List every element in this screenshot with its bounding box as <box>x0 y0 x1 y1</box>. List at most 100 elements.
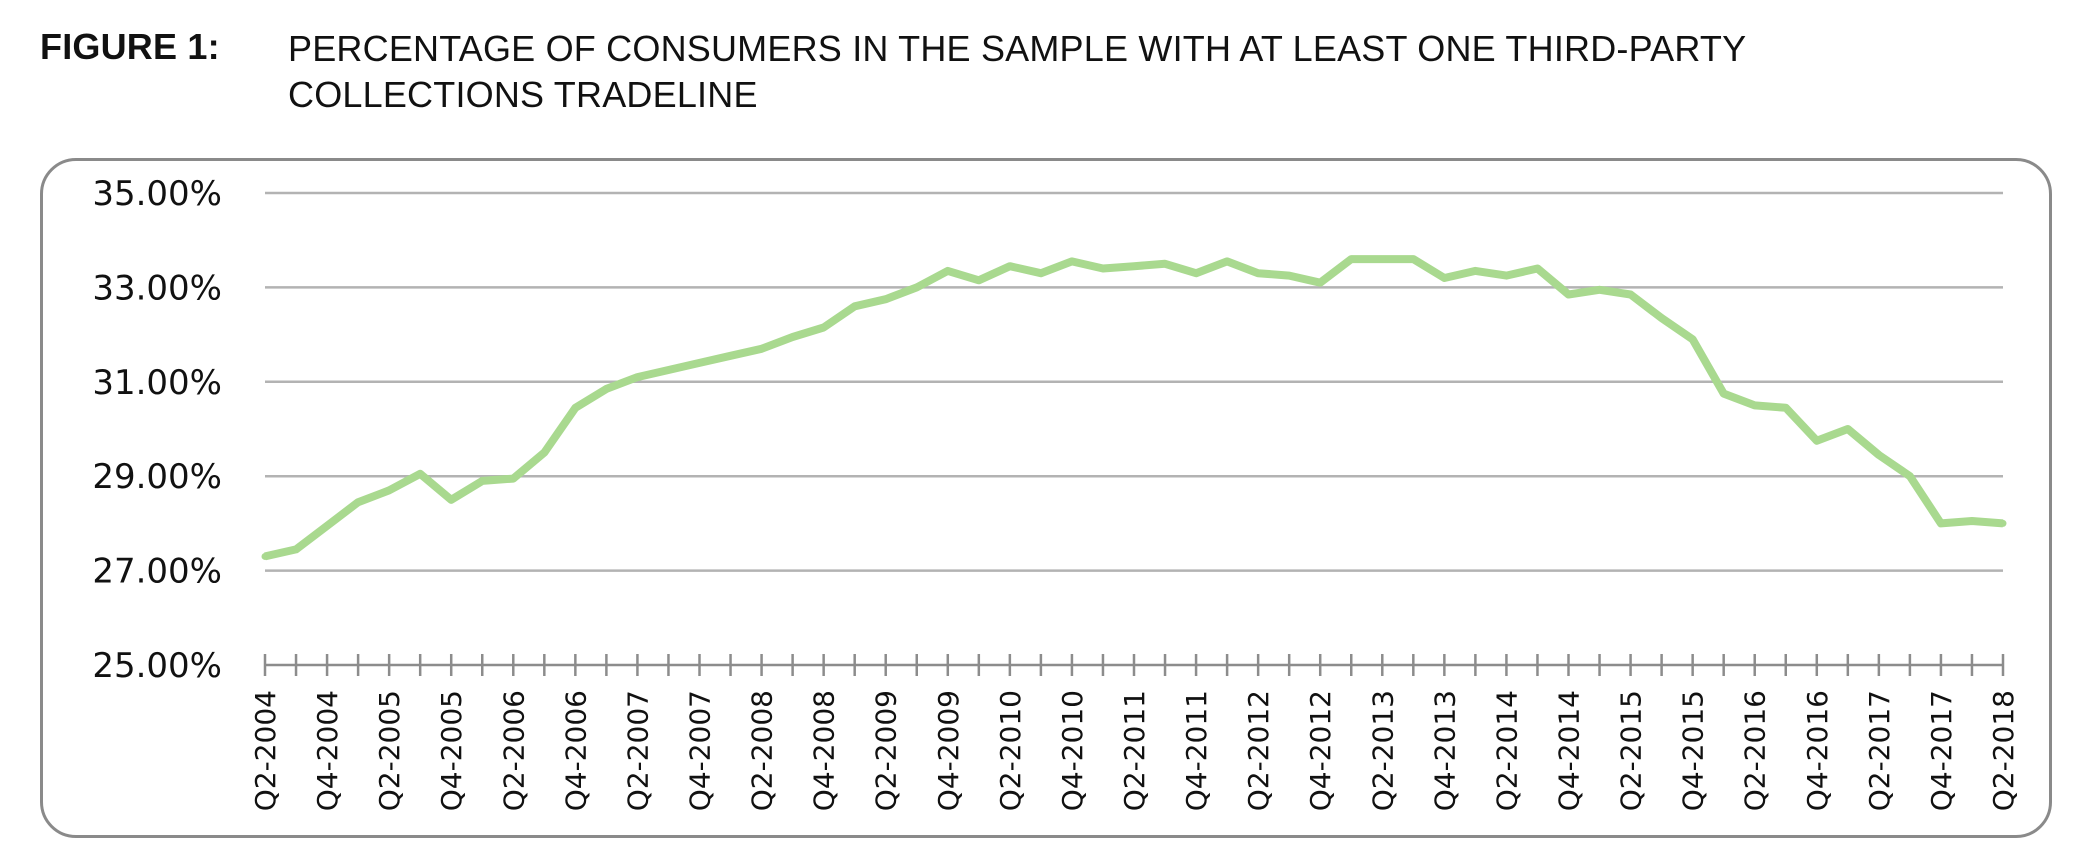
data-point <box>944 267 952 275</box>
data-point <box>1471 267 1479 275</box>
x-tick-label: Q4-2007 <box>684 690 717 811</box>
data-point <box>1409 255 1417 263</box>
data-point <box>664 366 672 374</box>
data-point <box>1658 314 1666 322</box>
data-point <box>1099 265 1107 273</box>
data-point <box>1192 269 1200 277</box>
data-point <box>1068 257 1076 265</box>
data-point <box>1906 472 1914 480</box>
data-point <box>323 522 331 530</box>
data-point <box>416 470 424 478</box>
x-tick-label: Q2-2018 <box>1987 690 2020 811</box>
data-point <box>509 475 517 483</box>
x-tick-label: Q4-2009 <box>932 690 965 811</box>
data-point <box>1751 401 1759 409</box>
x-tick-label: Q2-2014 <box>1490 690 1523 811</box>
x-tick-label: Q2-2012 <box>1242 690 1275 811</box>
x-tick-label: Q2-2008 <box>746 690 779 811</box>
data-point <box>1037 269 1045 277</box>
data-point <box>447 496 455 504</box>
y-tick-label: 31.00% <box>92 363 222 403</box>
data-point <box>478 477 486 485</box>
data-point <box>1378 255 1386 263</box>
data-point <box>633 373 641 381</box>
data-point <box>1161 260 1169 268</box>
chart-frame <box>40 158 2052 838</box>
data-point <box>1689 335 1697 343</box>
data-point <box>1720 390 1728 398</box>
figure-title: PERCENTAGE OF CONSUMERS IN THE SAMPLE WI… <box>288 26 1988 118</box>
data-point <box>1006 262 1014 270</box>
data-point <box>1937 519 1945 527</box>
x-tick-label: Q4-2004 <box>311 690 344 811</box>
data-point <box>1627 290 1635 298</box>
x-tick-label: Q2-2006 <box>497 690 530 811</box>
x-tick-label: Q2-2010 <box>994 690 1027 811</box>
data-point <box>1347 255 1355 263</box>
figure-label: FIGURE 1: <box>40 26 220 67</box>
x-tick-label: Q4-2011 <box>1180 690 1213 811</box>
data-point <box>385 486 393 494</box>
data-point <box>1502 272 1510 280</box>
y-tick-label: 27.00% <box>92 552 222 592</box>
data-point <box>1316 279 1324 287</box>
x-tick-label: Q2-2005 <box>373 690 406 811</box>
data-point <box>1130 262 1138 270</box>
x-tick-label: Q4-2014 <box>1553 690 1586 811</box>
data-point <box>1813 437 1821 445</box>
data-point <box>696 359 703 367</box>
data-point <box>261 552 269 560</box>
data-point <box>851 302 859 310</box>
data-point <box>1999 519 2007 527</box>
figure-title-line-1: PERCENTAGE OF CONSUMERS IN THE SAMPLE WI… <box>288 28 1747 69</box>
data-point <box>540 449 548 457</box>
data-point <box>727 352 735 360</box>
x-tick-label: Q4-2005 <box>435 690 468 811</box>
data-point <box>1782 404 1790 412</box>
x-axis <box>263 654 2005 676</box>
data-point <box>292 545 300 553</box>
data-point <box>1223 257 1231 265</box>
data-point <box>1285 272 1293 280</box>
data-point <box>1440 274 1448 282</box>
x-tick-label: Q2-2007 <box>621 690 654 811</box>
y-tick-label: 29.00% <box>92 457 222 497</box>
y-tick-label: 33.00% <box>92 268 222 308</box>
data-point <box>1533 265 1541 273</box>
x-tick-label: Q4-2008 <box>808 690 841 811</box>
y-tick-label: 35.00% <box>92 174 222 214</box>
x-tick-label: Q2-2016 <box>1739 690 1772 811</box>
x-tick-label: Q4-2015 <box>1677 690 1710 811</box>
x-tick-label: Q4-2013 <box>1428 690 1461 811</box>
y-tick-label: 25.00% <box>92 646 222 686</box>
figure-title-line-2: COLLECTIONS TRADELINE <box>288 74 758 115</box>
x-tick-label: Q4-2016 <box>1801 690 1834 811</box>
data-point <box>571 404 579 412</box>
x-tick-label: Q4-2012 <box>1304 690 1337 811</box>
x-tick-label: Q2-2017 <box>1863 690 1896 811</box>
x-tick-label: Q4-2010 <box>1056 690 1089 811</box>
data-point <box>354 498 362 506</box>
x-tick-label: Q2-2011 <box>1118 690 1151 811</box>
gridlines <box>265 191 2003 572</box>
x-tick-label: Q2-2004 <box>249 690 282 811</box>
data-point <box>882 295 890 303</box>
x-tick-label: Q2-2009 <box>870 690 903 811</box>
data-point <box>1565 290 1572 298</box>
data-point <box>1968 517 1976 525</box>
x-axis-tick-labels: Q2-2004 Q4-2004 Q2-2005 Q4-2005 Q2-2006 Q4-20… <box>249 690 2020 811</box>
x-tick-label: Q4-2017 <box>1925 690 1958 811</box>
data-point <box>1844 425 1852 433</box>
data-point <box>789 333 797 341</box>
data-point <box>1254 269 1262 277</box>
series-layer <box>261 255 2007 561</box>
data-point <box>602 385 610 393</box>
x-tick-label: Q2-2015 <box>1615 690 1648 811</box>
data-point <box>820 324 828 332</box>
data-point <box>1596 286 1604 294</box>
x-tick-label: Q4-2006 <box>559 690 592 811</box>
data-point <box>913 283 921 291</box>
data-point <box>1875 451 1883 459</box>
y-axis-tick-labels: 25.00% 27.00% 29.00% 31.00% 33.00% 35.00% <box>92 174 222 686</box>
